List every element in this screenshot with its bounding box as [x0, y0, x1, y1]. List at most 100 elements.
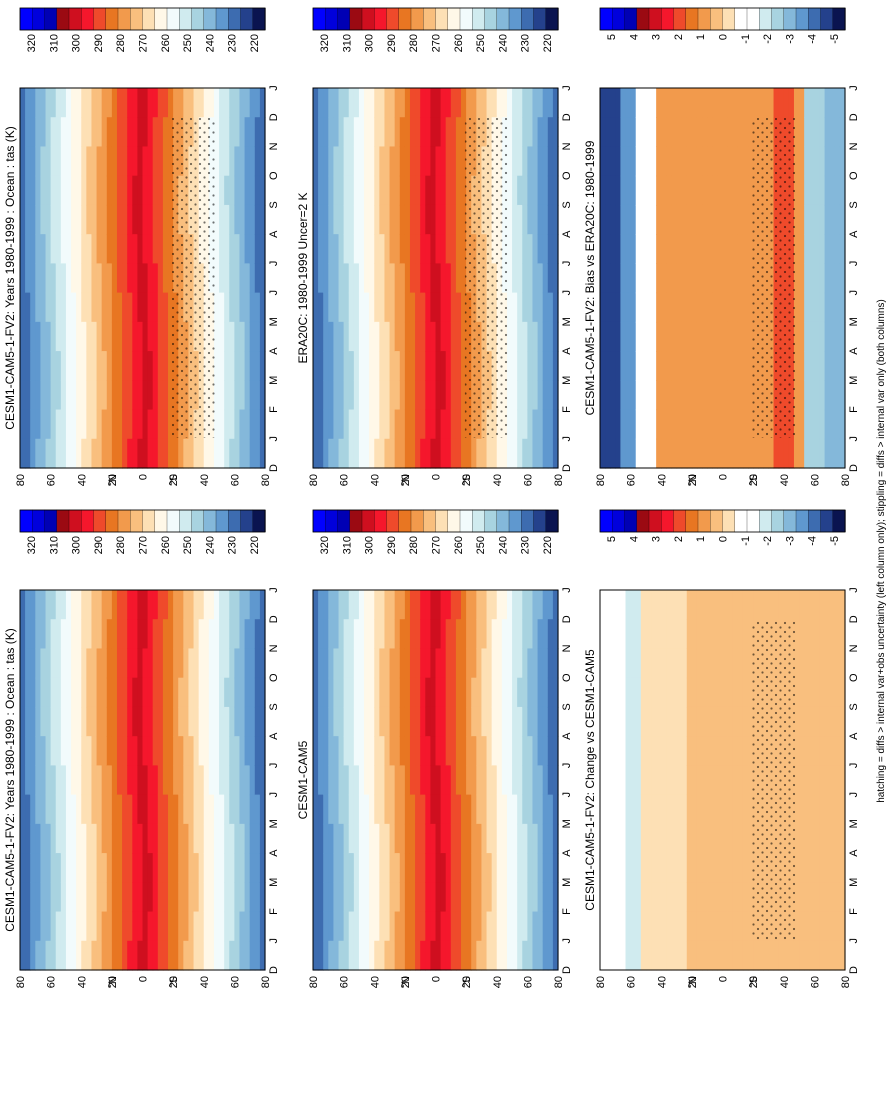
heatmap-cell	[527, 88, 534, 118]
heatmap-cell	[40, 765, 47, 796]
heatmap-cell	[501, 940, 508, 971]
heatmap-cell	[389, 409, 396, 440]
heatmap-cell	[213, 648, 220, 679]
heatmap-cell	[379, 765, 386, 796]
colorbar-label: 5	[606, 34, 618, 40]
heatmap-cell	[742, 204, 749, 235]
heatmap-cell	[71, 146, 77, 177]
heatmap-cell	[696, 234, 703, 264]
heatmap-cell	[450, 175, 457, 206]
heatmap-cell	[625, 321, 632, 352]
heatmap-cell	[81, 409, 87, 440]
heatmap-cell	[640, 321, 647, 352]
heatmap-cell	[727, 794, 734, 825]
heatmap-cell	[819, 175, 826, 206]
heatmap-cell	[30, 853, 36, 883]
heatmap-cell	[799, 911, 805, 942]
heatmap-cell	[506, 823, 513, 854]
heatmap-cell	[168, 175, 174, 206]
heatmap-cell	[389, 882, 396, 913]
heatmap-cell	[219, 823, 225, 854]
heatmap-cell	[486, 706, 493, 737]
heatmap-cell	[809, 619, 815, 650]
heatmap-cell	[450, 648, 457, 679]
heatmap-cell	[686, 619, 693, 650]
heatmap-cell	[328, 117, 335, 148]
heatmap-cell	[45, 292, 52, 323]
heatmap-cell	[76, 409, 82, 440]
heatmap-cell	[127, 88, 133, 118]
heatmap-cell	[445, 911, 452, 942]
heatmap-cell	[239, 765, 246, 796]
heatmap-cell	[379, 736, 386, 766]
heatmap-cell	[229, 648, 235, 679]
heatmap-cell	[537, 438, 544, 469]
heatmap-cell	[338, 794, 345, 825]
heatmap-cell	[338, 648, 345, 679]
heatmap-cell	[178, 438, 184, 469]
heatmap-cell	[656, 765, 662, 796]
heatmap-cell	[834, 351, 841, 381]
heatmap-cell	[435, 88, 442, 118]
heatmap-cell	[353, 619, 360, 650]
heatmap-cell	[183, 940, 190, 971]
heatmap-cell	[318, 263, 324, 294]
x-tick-label: A	[848, 849, 860, 857]
heatmap-cell	[374, 351, 380, 381]
heatmap-cell	[91, 117, 98, 148]
heatmap-cell	[450, 911, 457, 942]
heatmap-cell	[249, 263, 256, 294]
heatmap-cell	[742, 234, 749, 264]
heatmap-cell	[455, 438, 462, 469]
heatmap-cell	[506, 438, 513, 469]
heatmap-cell	[651, 380, 657, 411]
heatmap-cell	[542, 765, 549, 796]
heatmap-cell	[147, 117, 154, 148]
colorbar-swatch	[459, 509, 473, 533]
heatmap-cell	[203, 619, 210, 650]
heatmap-cell	[425, 619, 431, 650]
heatmap-cell	[193, 590, 200, 620]
heatmap-cell	[707, 590, 713, 620]
heatmap-cell	[656, 380, 662, 411]
heatmap-cell	[122, 706, 128, 737]
heatmap-cell	[173, 853, 179, 883]
heatmap-cell	[547, 882, 554, 913]
heatmap-cell	[91, 590, 98, 620]
heatmap-cell	[799, 736, 805, 766]
heatmap-cell	[799, 590, 805, 620]
heatmap-cell	[384, 146, 391, 177]
heatmap-cell	[450, 590, 457, 620]
heatmap-cell	[496, 765, 503, 796]
heatmap-cell	[323, 619, 329, 650]
heatmap-cell	[476, 765, 483, 796]
heatmap-cell	[198, 765, 205, 796]
heatmap-cell	[384, 351, 391, 381]
heatmap-cell	[101, 940, 108, 971]
heatmap-cell	[198, 794, 205, 825]
heatmap-cell	[722, 619, 729, 650]
heatmap-cell	[640, 882, 647, 913]
heatmap-cell	[91, 706, 98, 737]
heatmap-cell	[471, 648, 477, 679]
heatmap-cell	[440, 263, 447, 294]
heatmap-cell	[20, 765, 26, 796]
heatmap-cell	[183, 648, 190, 679]
heatmap-cell	[40, 736, 47, 766]
heatmap-cell	[101, 736, 108, 766]
heatmap-cell	[635, 590, 642, 620]
heatmap-cell	[25, 263, 31, 294]
heatmap-cell	[455, 706, 462, 737]
heatmap-cell	[20, 351, 26, 381]
heatmap-cell	[737, 706, 744, 737]
heatmap-cell	[50, 234, 57, 264]
heatmap-cell	[420, 292, 426, 323]
heatmap-cell	[198, 823, 205, 854]
heatmap-cell	[193, 940, 200, 971]
heatmap-cell	[445, 146, 452, 177]
heatmap-cell	[819, 204, 826, 235]
heatmap-cell	[640, 146, 647, 177]
heatmap-cell	[234, 292, 241, 323]
heatmap-cell	[445, 438, 452, 469]
heatmap-cell	[425, 853, 431, 883]
